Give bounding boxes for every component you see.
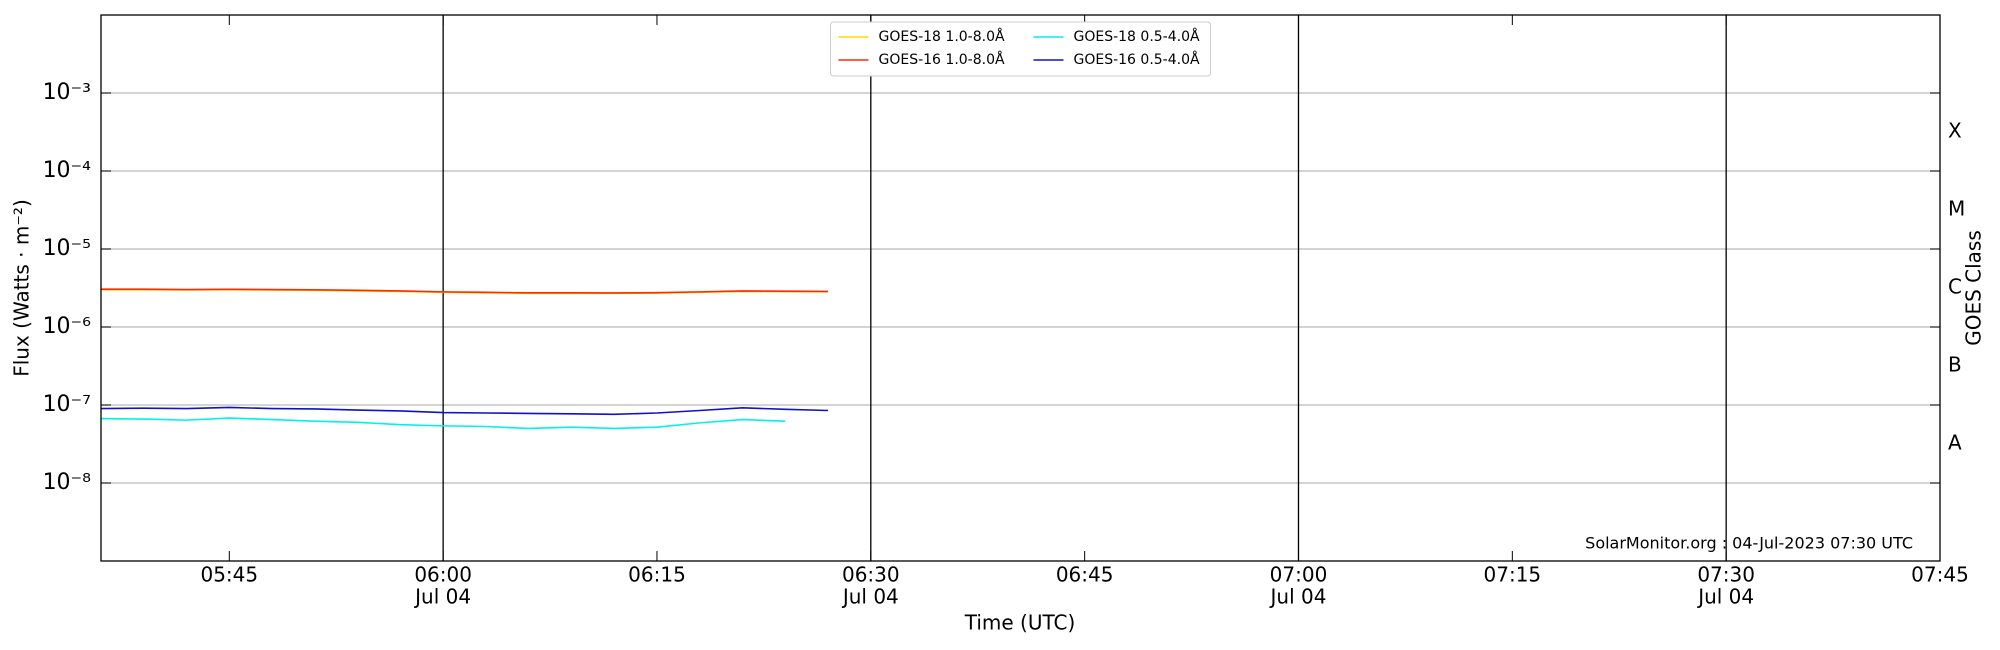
x-tick-sublabel: Jul 04 [1269,585,1327,609]
x-tick-label: 05:45 [200,563,258,587]
x-tick-sublabel: Jul 04 [1696,585,1754,609]
legend-label: GOES-16 1.0-8.0Å [879,51,1005,68]
x-tick-label: 06:45 [1056,563,1114,587]
x-tick-label: 06:15 [628,563,686,587]
y-tick-label: 10⁻⁴ [43,158,92,183]
x-tick-label: 06:00 [414,563,472,587]
plot-frame [100,14,1941,562]
x-axis-label: Time (UTC) [964,611,1076,635]
y-tick-label: 10⁻⁸ [43,470,92,495]
legend-box [830,21,1211,77]
series-line [101,288,829,294]
class-label: X [1948,119,1962,143]
y-tick-label: 10⁻⁷ [43,392,91,417]
x-tick-label: 07:30 [1697,563,1755,587]
legend-label: GOES-18 1.0-8.0Å [879,28,1005,45]
series-line [100,406,829,416]
annotation: SolarMonitor.org : 04-Jul-2023 07:30 UTC [1585,534,1913,553]
series-line [100,417,786,430]
y2-axis-label: GOES Class [1962,230,1986,346]
y-tick-label: 10⁻³ [43,80,91,105]
x-tick-label: 07:45 [1911,563,1969,587]
y-axis-label: Flux (Watts · m⁻²) [10,199,34,377]
class-label: B [1948,353,1962,377]
legend-label: GOES-18 0.5-4.0Å [1074,28,1200,45]
x-tick-sublabel: Jul 04 [841,585,899,609]
class-label: M [1948,197,1965,221]
class-label: C [1948,275,1962,299]
x-tick-sublabel: Jul 04 [413,585,471,609]
x-tick-label: 07:00 [1270,563,1328,587]
x-tick-label: 07:15 [1484,563,1542,587]
legend-label: GOES-16 0.5-4.0Å [1074,51,1200,68]
class-label: A [1948,431,1962,455]
x-tick-label: 06:30 [842,563,900,587]
y-tick-label: 10⁻⁵ [43,236,91,261]
y-tick-label: 10⁻⁶ [43,314,92,339]
